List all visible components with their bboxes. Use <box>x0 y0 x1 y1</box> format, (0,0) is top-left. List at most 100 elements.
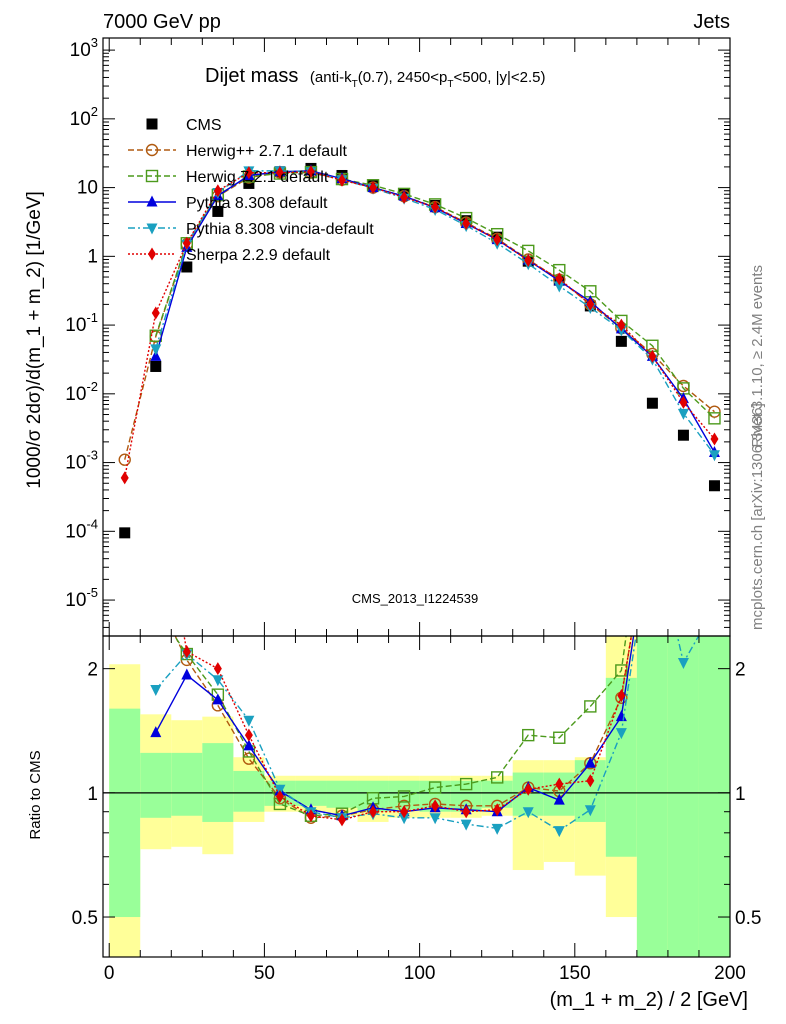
main-sherpa-2-2-9-default-point <box>648 349 657 363</box>
ratio-pythia-8-308-vincia-default-point <box>491 823 503 835</box>
x-tick-label: 150 <box>559 963 591 984</box>
ratio-pythia-8-308-vincia-default-point <box>398 813 410 825</box>
main-sherpa-2-2-9-default-point <box>213 184 222 198</box>
ratio-y-tick-label-left: 1 <box>87 784 98 805</box>
ratio-sherpa-2-2-9-default-point <box>617 689 626 703</box>
legend-entry: CMS <box>146 117 222 134</box>
watermark: CMS_2013_I1224539 <box>352 591 479 606</box>
legend-label: Herwig 7.2.1 default <box>186 169 329 186</box>
legend-entry: Herwig 7.2.1 default <box>128 169 329 186</box>
main-y-tick-label: 1 <box>87 246 98 267</box>
ratio-y-tick-label-right: 1 <box>735 784 746 805</box>
main-sherpa-2-2-9-default-point <box>524 253 533 267</box>
band-green <box>202 743 234 822</box>
main-pythia-8-308-vincia-default-point <box>708 450 720 462</box>
band-green <box>109 708 141 918</box>
ratio-sherpa-2-2-9-default-point <box>213 662 222 676</box>
main-pythia-8-308-vincia-default-point <box>677 408 689 420</box>
ratio-y-tick-label-right: 0.5 <box>735 908 761 929</box>
main-y-tick-label: 10-4 <box>65 516 98 542</box>
ratio-sherpa-2-2-9-default-point <box>462 805 471 819</box>
main-sherpa-2-2-9-default-point <box>400 190 409 204</box>
band-green <box>171 752 203 816</box>
main-y-tick-label: 10-3 <box>65 448 98 474</box>
main-herwig-7-2-1-default-point <box>708 412 721 425</box>
ratio-pythia-8-308-vincia-default-point <box>243 715 255 727</box>
legend-label: Herwig++ 2.7.1 default <box>186 143 348 160</box>
ratio-pythia-8-308-vincia-default-point <box>553 826 565 838</box>
band-green <box>698 636 730 957</box>
x-tick-label: 100 <box>404 963 436 984</box>
ratio-pythia-8-308-default-point <box>243 739 255 751</box>
main-y-tick-label: 10-2 <box>65 379 98 405</box>
legend: CMS Herwig++ 2.7.1 default Herwig 7.2.1 de… <box>128 117 374 264</box>
ratio-herwig-7-2-1-default-point <box>615 664 628 677</box>
ratio-pythia-8-308-vincia-default-point <box>150 685 162 697</box>
main-pythia-8-308-default-point <box>150 349 162 361</box>
mcplots-label: mcplots.cern.ch [arXiv:1306.3436] <box>749 403 766 630</box>
ratio-pythia-8-308-vincia-default-point <box>584 805 596 817</box>
ratio-sherpa-2-2-9-default-point <box>275 789 284 803</box>
x-tick-label: 200 <box>714 963 746 984</box>
main-herwig-2-7-1-default-point <box>708 405 721 418</box>
main-cms-point <box>646 397 658 409</box>
legend-marker <box>146 223 158 235</box>
main-y-tick-label: 10 <box>77 178 98 199</box>
legend-entry: Pythia 8.308 default <box>128 195 328 212</box>
band-green <box>233 770 265 812</box>
main-cms-point <box>708 480 720 492</box>
ratio-herwig-7-2-1-default-point <box>428 781 442 794</box>
main-sherpa-2-2-9-default-point <box>151 306 160 320</box>
ratio-pythia-8-308-vincia-default-point <box>677 658 689 670</box>
ratio-sherpa-2-2-9-default-point <box>369 805 378 819</box>
ratio-y-tick-label-left: 0.5 <box>72 908 98 929</box>
main-sherpa-2-2-9-default-point <box>555 272 564 286</box>
plot-title-sub: (anti-kT(0.7), 2450<pT<500, |y|<2.5) <box>310 69 546 90</box>
ratio-sherpa-2-2-9-default-point <box>524 782 533 796</box>
rivet-label: Rivet 3.1.10, ≥ 2.4M events <box>749 265 766 448</box>
ratio-pythia-8-308-default-point <box>212 693 224 705</box>
ratio-pythia-8-308-default-point <box>553 793 565 805</box>
legend-marker <box>145 143 159 157</box>
main-sherpa-2-2-9-default-point <box>586 297 595 311</box>
ratio-sherpa-2-2-9-default-point <box>555 777 564 791</box>
ratio-herwig-7-2-1-default-line <box>173 636 627 817</box>
ratio-herwig-7-2-1-default-point <box>584 700 597 713</box>
ratio-herwig-7-2-1-default-point <box>459 777 473 791</box>
ratio-sherpa-2-2-9-default-point <box>244 728 253 742</box>
band-green <box>605 677 637 857</box>
main-sherpa-2-2-9-default-point <box>431 200 440 214</box>
legend-entry: Herwig++ 2.7.1 default <box>128 143 348 160</box>
ratio-sherpa-2-2-9-default-point <box>493 803 502 817</box>
x-tick-label: 50 <box>254 963 275 984</box>
main-herwig-2-7-1-default-point <box>118 453 131 466</box>
plot-title: Dijet mass (anti-kT(0.7), 2450<pT<500, |… <box>205 65 546 90</box>
ratio-sherpa-2-2-9-default-point <box>306 809 315 823</box>
main-sherpa-2-2-9-default-point <box>710 432 719 446</box>
main-sherpa-2-2-9-default-point <box>338 173 347 187</box>
ratio-sherpa-2-2-9-default-point <box>586 774 595 788</box>
main-sherpa-2-2-9-default-point <box>617 318 626 332</box>
main-cms-point <box>181 261 193 273</box>
band-green <box>140 752 172 818</box>
main-pythia-8-308-vincia-default-point <box>150 344 162 356</box>
ratio-y-label: Ratio to CMS <box>27 750 44 839</box>
main-sherpa-2-2-9-default-point <box>120 471 129 485</box>
main-y-tick-label: 102 <box>70 104 98 130</box>
legend-label: Pythia 8.308 default <box>186 195 328 212</box>
ratio-herwig-7-2-1-default-point <box>522 728 535 742</box>
x-axis-label: (m_1 + m_2) / 2 [GeV] <box>550 989 748 1011</box>
ratio-pythia-8-308-vincia-default-point <box>460 819 472 831</box>
main-cms-point <box>212 205 224 217</box>
main-y-tick-label: 10-1 <box>65 310 98 336</box>
main-sherpa-2-2-9-default-point <box>679 395 688 409</box>
band-green <box>326 780 358 808</box>
legend-entry: Sherpa 2.2.9 default <box>128 247 331 264</box>
ratio-frame <box>102 635 731 958</box>
main-sherpa-2-2-9-default-point <box>493 233 502 247</box>
main-sherpa-2-2-9-default-point <box>182 236 191 250</box>
header-left: 7000 GeV pp <box>103 11 221 33</box>
ratio-pythia-8-308-vincia-default-point <box>429 813 441 825</box>
main-sherpa-2-2-9-default-point <box>306 165 315 179</box>
